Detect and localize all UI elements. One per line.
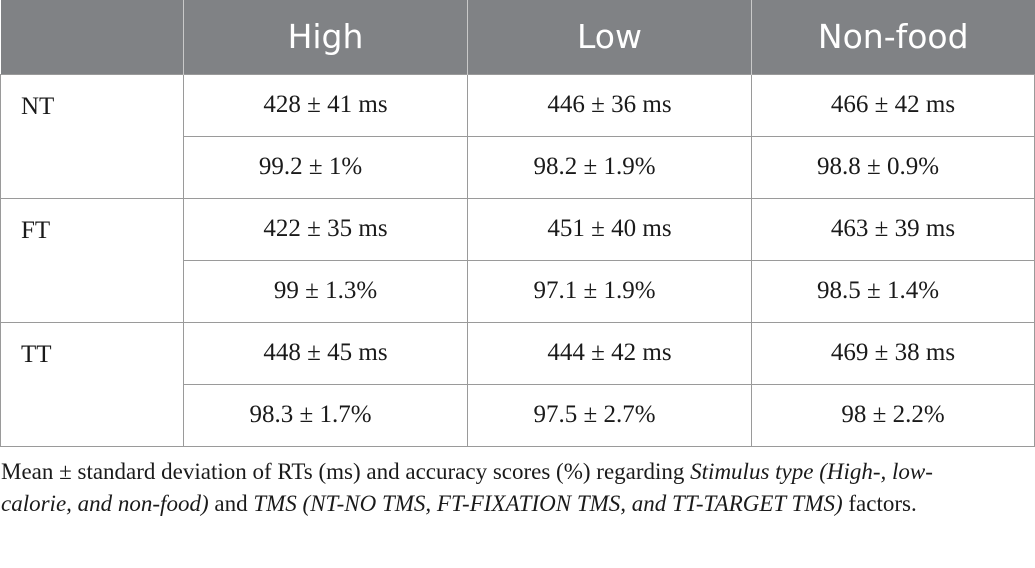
table-caption: Mean ± standard deviation of RTs (ms) an… (1, 456, 1001, 520)
cell-ft-low-rt: 451 ± 40 ms (467, 197, 752, 260)
cell-tt-nonfood-rt: 469 ± 38 ms (751, 321, 1035, 384)
caption-italic-stimulus: Stimulus type (High-, low-calorie, and n… (1, 459, 933, 516)
caption-text-3: factors. (842, 491, 917, 516)
cell-ft-nonfood-rt: 463 ± 39 ms (751, 197, 1035, 260)
cell-nt-nonfood-rt: 466 ± 42 ms (751, 73, 1035, 136)
table-row: TT 448 ± 45 ms 444 ± 42 ms 469 ± 38 ms (0, 321, 1035, 447)
cell-tt-high-rt: 448 ± 45 ms (183, 321, 468, 384)
cell-nt-nonfood-acc: 98.8 ± 0.9% (751, 135, 1035, 198)
table-row: 99 ± 1.3% 97.1 ± 1.9% 98.5 ± 1.4% (1, 259, 1035, 322)
table-row: NT 428 ± 41 ms 446 ± 36 ms 466 ± 42 ms (0, 73, 1035, 198)
caption-text-2: and (208, 491, 254, 516)
cell-tt-low-acc: 97.5 ± 2.7% (467, 383, 752, 447)
header-high: High (183, 0, 468, 74)
header-empty (1, 0, 184, 74)
cell-ft-high-rt: 422 ± 35 ms (183, 197, 468, 260)
header-low: Low (467, 0, 752, 74)
header-non-food: Non-food (751, 0, 1035, 74)
cell-nt-high-rt: 428 ± 41 ms (183, 73, 468, 136)
results-table: High Low Non-food NT 428 ± 41 ms 446 ± 3… (0, 0, 1035, 447)
row-label-tt: TT (0, 321, 184, 447)
cell-nt-low-rt: 446 ± 36 ms (467, 73, 752, 136)
cell-ft-nonfood-acc: 98.5 ± 1.4% (751, 259, 1035, 322)
cell-ft-high-acc: 99 ± 1.3% (183, 259, 468, 322)
cell-tt-low-rt: 444 ± 42 ms (467, 321, 752, 384)
table-row: 99.2 ± 1% 98.2 ± 1.9% 98.8 ± 0.9% (1, 135, 1035, 198)
row-label-ft: FT (0, 197, 184, 322)
cell-ft-low-acc: 97.1 ± 1.9% (467, 259, 752, 322)
cell-tt-nonfood-acc: 98 ± 2.2% (751, 383, 1035, 447)
cell-nt-low-acc: 98.2 ± 1.9% (467, 135, 752, 198)
cell-tt-high-acc: 98.3 ± 1.7% (183, 383, 468, 447)
caption-italic-tms: TMS (NT-NO TMS, FT-FIXATION TMS, and TT-… (253, 491, 843, 516)
table-row: 98.3 ± 1.7% 97.5 ± 2.7% 98 ± 2.2% (1, 383, 1035, 447)
cell-nt-high-acc: 99.2 ± 1% (183, 135, 468, 198)
caption-text-1: Mean ± standard deviation of RTs (ms) an… (1, 459, 691, 484)
table-row: FT 422 ± 35 ms 451 ± 40 ms 463 ± 39 ms (0, 197, 1035, 322)
header-row: High Low Non-food (0, 0, 1035, 74)
row-label-nt: NT (0, 73, 184, 198)
